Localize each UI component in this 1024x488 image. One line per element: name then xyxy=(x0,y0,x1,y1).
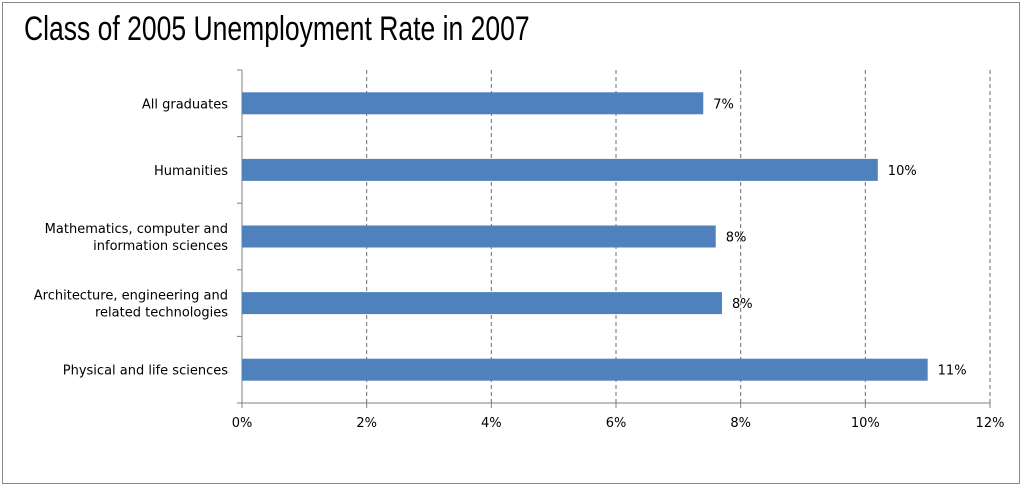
x-tick-label: 6% xyxy=(606,416,627,431)
data-label: 7% xyxy=(713,97,734,112)
category-label: related technologies xyxy=(95,306,228,321)
category-label: Mathematics, computer and xyxy=(45,222,228,237)
x-tick-label: 0% xyxy=(232,416,253,431)
bar xyxy=(242,358,928,381)
category-label: Physical and life sciences xyxy=(63,364,228,379)
bar xyxy=(242,92,704,115)
category-label: information sciences xyxy=(93,239,228,254)
chart-title: Class of 2005 Unemployment Rate in 2007 xyxy=(24,10,530,48)
bar xyxy=(242,225,716,248)
data-label: 10% xyxy=(888,164,917,179)
category-label: Architecture, engineering and xyxy=(34,289,228,304)
x-tick-label: 12% xyxy=(976,416,1005,431)
x-tick-label: 4% xyxy=(481,416,502,431)
x-tick-label: 2% xyxy=(356,416,377,431)
data-label: 11% xyxy=(938,364,967,379)
data-label: 8% xyxy=(726,231,747,246)
bar xyxy=(242,292,722,315)
data-label: 8% xyxy=(732,297,753,312)
category-label: All graduates xyxy=(142,97,228,112)
x-tick-label: 8% xyxy=(730,416,751,431)
category-label: Humanities xyxy=(154,164,228,179)
bar xyxy=(242,158,878,181)
x-tick-label: 10% xyxy=(851,416,880,431)
